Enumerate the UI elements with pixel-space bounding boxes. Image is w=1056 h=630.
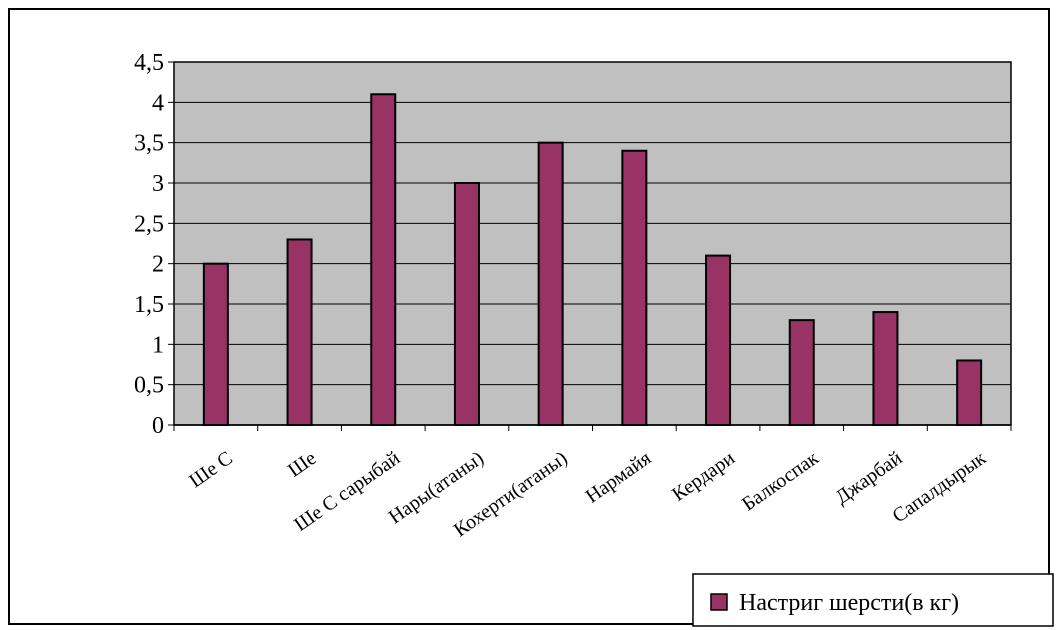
y-tick-label: 2 [152,252,164,278]
y-tick-label: 0 [152,413,164,439]
y-tick-label: 4,5 [134,50,164,76]
y-tick-label: 0,5 [134,373,164,399]
bar [286,238,313,426]
y-tick-label: 1,5 [134,292,164,318]
bar [370,93,397,427]
bar [705,254,732,426]
legend-swatch [710,593,728,611]
bar [956,359,983,427]
bar [872,311,899,427]
legend-label: Настриг шерсти(в кг) [739,590,959,616]
bar [621,149,648,426]
bar [537,141,564,427]
y-tick-label: 3 [152,171,164,197]
y-tick-label: 1 [152,332,164,358]
bar [202,262,229,426]
legend: Настриг шерсти(в кг) [692,573,1054,627]
y-tick-label: 4 [152,90,164,116]
legend-box [692,573,1054,627]
plot-area [173,61,1012,426]
bar [453,182,480,426]
y-tick-label: 3,5 [134,131,164,157]
y-tick-label: 2,5 [134,211,164,237]
bar [788,319,815,426]
